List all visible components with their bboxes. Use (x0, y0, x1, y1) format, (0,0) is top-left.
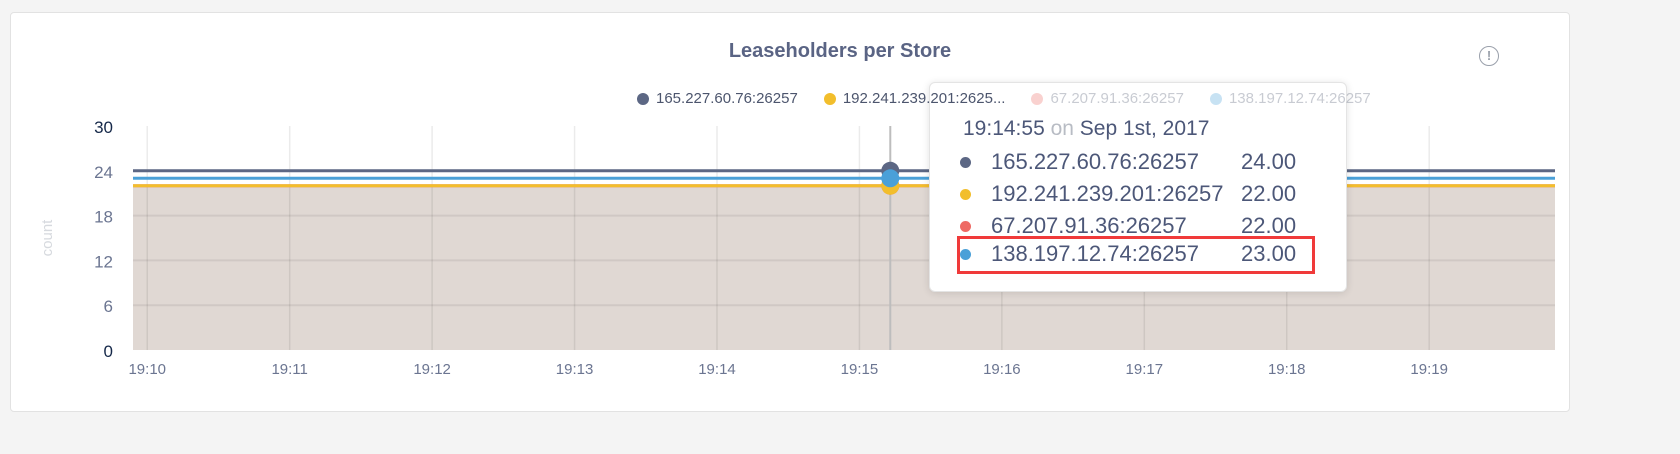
y-axis-label: count (39, 219, 56, 257)
legend-label: 165.227.60.76:26257 (656, 90, 798, 107)
tooltip-series-value: 24.00 (1241, 149, 1297, 174)
tooltip-series-name: 138.197.12.74:26257 (991, 241, 1199, 266)
series-dot (960, 220, 971, 232)
legend-label: 138.197.12.74:26257 (1228, 90, 1371, 107)
tooltip-row: 192.241.239.201:26257 22.00 (960, 179, 1311, 209)
y-tick-label: 0 (104, 342, 113, 361)
highlighted-row-box (957, 236, 1315, 274)
legend-item[interactable]: 138.197.12.74:26257 (1209, 90, 1371, 107)
y-tick-label: 6 (104, 297, 113, 316)
x-tick-label: 19:19 (1410, 361, 1448, 378)
x-tick-label: 19:18 (1268, 361, 1306, 378)
tooltip-series-name: 67.207.91.36:26257 (991, 213, 1187, 238)
legend-dot (823, 92, 836, 105)
x-tick-label: 19:15 (841, 361, 879, 378)
hover-point (881, 169, 900, 188)
tooltip-time-value: 19:14:55 (963, 117, 1045, 140)
tooltip-series-value: 23.00 (1241, 241, 1297, 266)
series-dot (960, 188, 971, 200)
y-tick-label: 18 (94, 208, 113, 227)
legend-dot (1209, 92, 1222, 105)
x-tick-label: 19:13 (556, 361, 594, 378)
tooltip-series-value: 22.00 (1241, 213, 1297, 238)
x-tick-label: 19:17 (1126, 361, 1164, 378)
tooltip-row: 138.197.12.74:26257 23.00 (960, 239, 1311, 269)
x-tick-label: 19:12 (413, 361, 451, 378)
legend-dot (1031, 92, 1044, 105)
y-tick-label: 30 (94, 118, 113, 137)
tooltip-series-name: 192.241.239.201:26257 (991, 181, 1224, 206)
series-dot (960, 248, 971, 260)
legend-item[interactable]: 192.241.239.201:2625... (823, 90, 1006, 107)
tooltip-time: 19:14:55 on Sep 1st, 2017 (963, 117, 1209, 141)
series-dot (960, 156, 971, 168)
legend-label: 67.207.91.36:26257 (1050, 90, 1184, 107)
hover-tooltip: 19:14:55 on Sep 1st, 2017 165.227.60.76:… (929, 82, 1347, 292)
legend-item[interactable]: 67.207.91.36:26257 (1031, 90, 1184, 107)
y-tick-label: 12 (94, 252, 113, 271)
x-tick-label: 19:16 (983, 361, 1021, 378)
x-tick-label: 19:10 (128, 361, 166, 378)
y-tick-label: 24 (94, 163, 113, 182)
legend-label: 192.241.239.201:2625... (842, 90, 1006, 107)
tooltip-series-name: 165.227.60.76:26257 (991, 149, 1199, 174)
tooltip-row: 67.207.91.36:26257 22.00 (960, 211, 1311, 241)
x-tick-label: 19:11 (271, 361, 307, 378)
x-tick-label: 19:14 (698, 361, 736, 378)
legend: 165.227.60.76:26257 192.241.239.201:2625… (637, 90, 1371, 107)
legend-dot (637, 92, 649, 105)
tooltip-row: 165.227.60.76:26257 24.00 (960, 147, 1311, 177)
chart-title: Leaseholders per Store (728, 40, 952, 62)
info-circle-icon[interactable]: ! (1479, 46, 1499, 66)
tooltip-date: Sep 1st, 2017 (1079, 117, 1210, 140)
tooltip-on: on (1050, 117, 1074, 140)
legend-item[interactable]: 165.227.60.76:26257 (637, 90, 798, 107)
tooltip-series-value: 22.00 (1241, 181, 1297, 206)
